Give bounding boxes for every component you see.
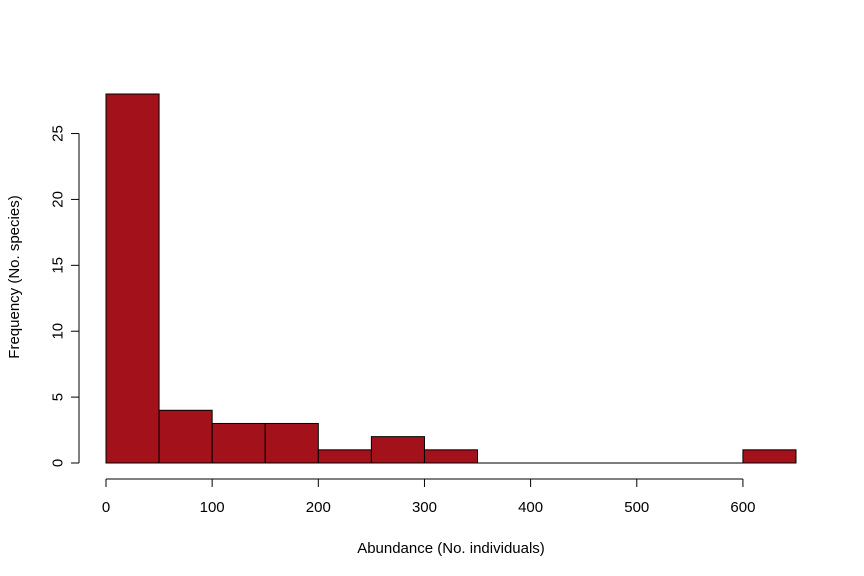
x-tick-label: 200 xyxy=(306,499,331,516)
x-axis: 0 100 200 300 400 500 600 xyxy=(102,478,755,516)
x-tick-label: 300 xyxy=(412,499,437,516)
y-tick-label: 10 xyxy=(49,323,66,340)
x-tick-label: 100 xyxy=(200,499,225,516)
x-tick-label: 600 xyxy=(730,499,755,516)
y-tick-label: 0 xyxy=(49,459,66,467)
histogram-bar xyxy=(211,422,266,464)
y-tick-label: 20 xyxy=(49,191,66,208)
histogram-bar xyxy=(370,436,425,464)
histogram-bar xyxy=(317,449,372,464)
y-tick-label: 15 xyxy=(49,257,66,274)
histogram-bar xyxy=(105,93,160,464)
histogram-bar xyxy=(158,409,213,464)
y-tick-label: 25 xyxy=(49,125,66,142)
bars-group xyxy=(105,93,797,464)
y-axis: 0 5 10 15 20 25 xyxy=(49,125,80,467)
x-tick-label: 0 xyxy=(102,499,110,516)
x-axis-title: Abundance (No. individuals) xyxy=(357,540,545,557)
y-axis-title: Frequency (No. species) xyxy=(6,195,23,358)
y-tick-label: 5 xyxy=(49,393,66,401)
histogram-bar xyxy=(742,449,797,464)
histogram-bar xyxy=(423,449,479,464)
x-tick-label: 500 xyxy=(624,499,649,516)
x-tick-label: 400 xyxy=(518,499,543,516)
histogram-bar xyxy=(264,422,319,464)
